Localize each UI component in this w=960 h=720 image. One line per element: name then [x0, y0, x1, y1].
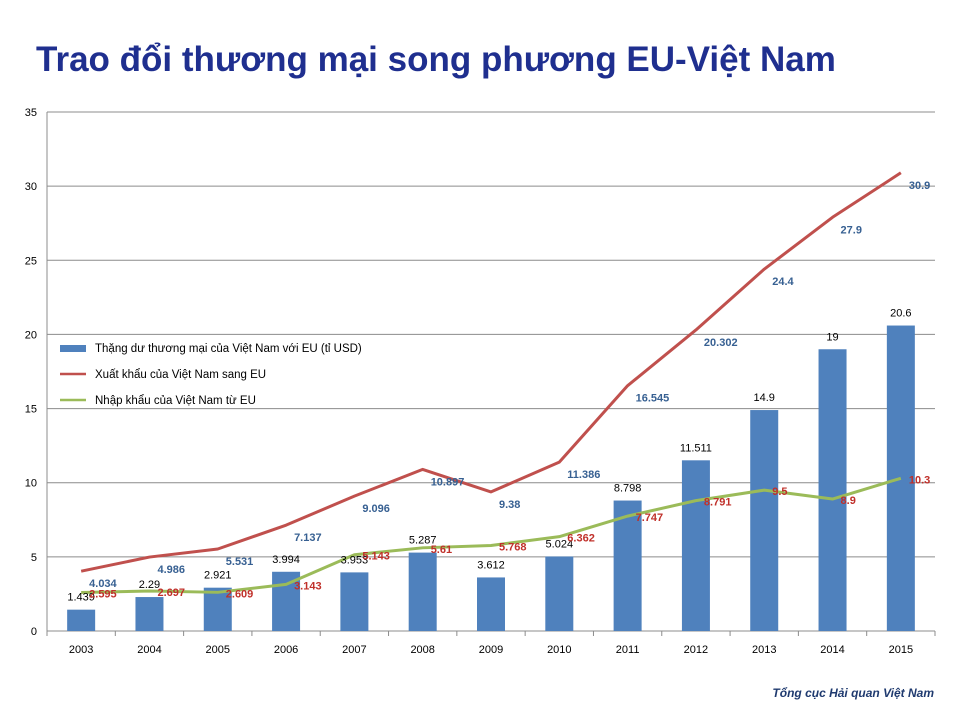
y-tick-label: 25: [25, 255, 37, 267]
bar-data-label: 1.439: [67, 592, 95, 604]
bar-data-label: 8.798: [614, 483, 642, 495]
x-tick-label: 2007: [342, 644, 366, 656]
export-data-label: 11.386: [567, 469, 600, 481]
export-data-label: 24.4: [772, 276, 794, 288]
y-tick-label: 5: [31, 552, 37, 564]
bar: [203, 587, 232, 631]
import-data-label: 9.5: [772, 486, 787, 498]
export-data-label: 5.531: [226, 556, 254, 568]
export-data-label: 20.302: [704, 337, 738, 349]
legend-label: Xuất khẩu của Việt Nam sang EU: [95, 369, 266, 381]
bar: [818, 349, 847, 631]
y-tick-label: 10: [25, 478, 37, 490]
x-tick-label: 2003: [69, 644, 93, 656]
export-data-label: 16.545: [636, 393, 670, 405]
bar: [340, 572, 369, 631]
export-data-label: 9.096: [362, 503, 390, 515]
bar: [750, 410, 779, 631]
bar: [408, 552, 437, 631]
bar-data-label: 3.953: [341, 554, 369, 566]
bar-data-label: 19: [826, 331, 838, 343]
export-data-label: 4.986: [157, 564, 185, 576]
bar-data-label: 5.287: [409, 535, 437, 547]
export-data-label: 27.9: [841, 224, 862, 236]
legend-swatch: [60, 345, 86, 352]
import-line: [81, 476, 902, 595]
legend-label: Thặng dư thương mại của Việt Nam với EU …: [95, 343, 362, 355]
export-line: [80, 171, 902, 573]
x-tick-label: 2013: [752, 644, 776, 656]
x-tick-label: 2005: [206, 644, 230, 656]
import-data-label: 3.143: [294, 580, 322, 592]
import-data-label: 5.768: [499, 541, 527, 553]
bar: [545, 556, 574, 631]
import-data-label: 7.747: [636, 512, 664, 524]
import-data-label: 2.697: [157, 587, 185, 599]
bar-data-label: 3.994: [272, 554, 300, 566]
y-tick-label: 15: [25, 404, 37, 416]
bar-data-label: 11.511: [680, 442, 712, 454]
x-tick-label: 2015: [889, 644, 913, 656]
x-tick-label: 2008: [410, 644, 434, 656]
page-title: Trao đổi thương mại song phương EU-Việt …: [36, 40, 836, 79]
x-tick-label: 2011: [616, 644, 640, 656]
x-tick-label: 2004: [137, 644, 161, 656]
import-data-label: 5.143: [362, 551, 390, 563]
source-note: Tổng cục Hải quan Việt Nam: [772, 686, 934, 700]
x-tick-label: 2006: [274, 644, 298, 656]
bar: [613, 500, 642, 631]
export-data-label: 10.897: [431, 476, 465, 488]
x-tick-label: 2010: [547, 644, 571, 656]
bar-data-label: 2.29: [139, 579, 160, 591]
y-tick-label: 20: [25, 329, 37, 341]
bar-data-label: 3.612: [477, 559, 505, 571]
y-tick-label: 35: [25, 107, 37, 119]
import-data-label: 8.9: [841, 495, 856, 507]
y-tick-label: 30: [25, 181, 37, 193]
x-tick-label: 2009: [479, 644, 503, 656]
export-data-label: 30.9: [909, 180, 930, 192]
import-data-label: 2.595: [89, 589, 117, 601]
export-data-label: 7.137: [294, 532, 322, 544]
import-data-label: 2.609: [226, 588, 254, 600]
x-tick-label: 2014: [820, 644, 844, 656]
bar-data-label: 20.6: [890, 308, 911, 320]
export-data-label: 9.38: [499, 499, 520, 511]
bar: [681, 460, 710, 631]
bar-data-label: 14.9: [754, 392, 775, 404]
bar-data-label: 2.921: [204, 570, 232, 582]
export-data-label: 4.034: [89, 578, 117, 590]
bar: [477, 577, 505, 631]
bar: [135, 597, 164, 631]
legend-label: Nhập khẩu của Việt Nam từ EU: [95, 395, 256, 407]
bar: [67, 609, 96, 631]
x-tick-label: 2012: [684, 644, 708, 656]
bar-data-label: 5.024: [546, 539, 574, 551]
import-data-label: 10.3: [909, 474, 930, 486]
import-data-label: 8.791: [704, 497, 732, 509]
y-tick-label: 0: [31, 626, 37, 638]
import-data-label: 5.61: [431, 544, 452, 556]
import-data-label: 6.362: [567, 533, 595, 545]
legend-box: [52, 336, 402, 407]
